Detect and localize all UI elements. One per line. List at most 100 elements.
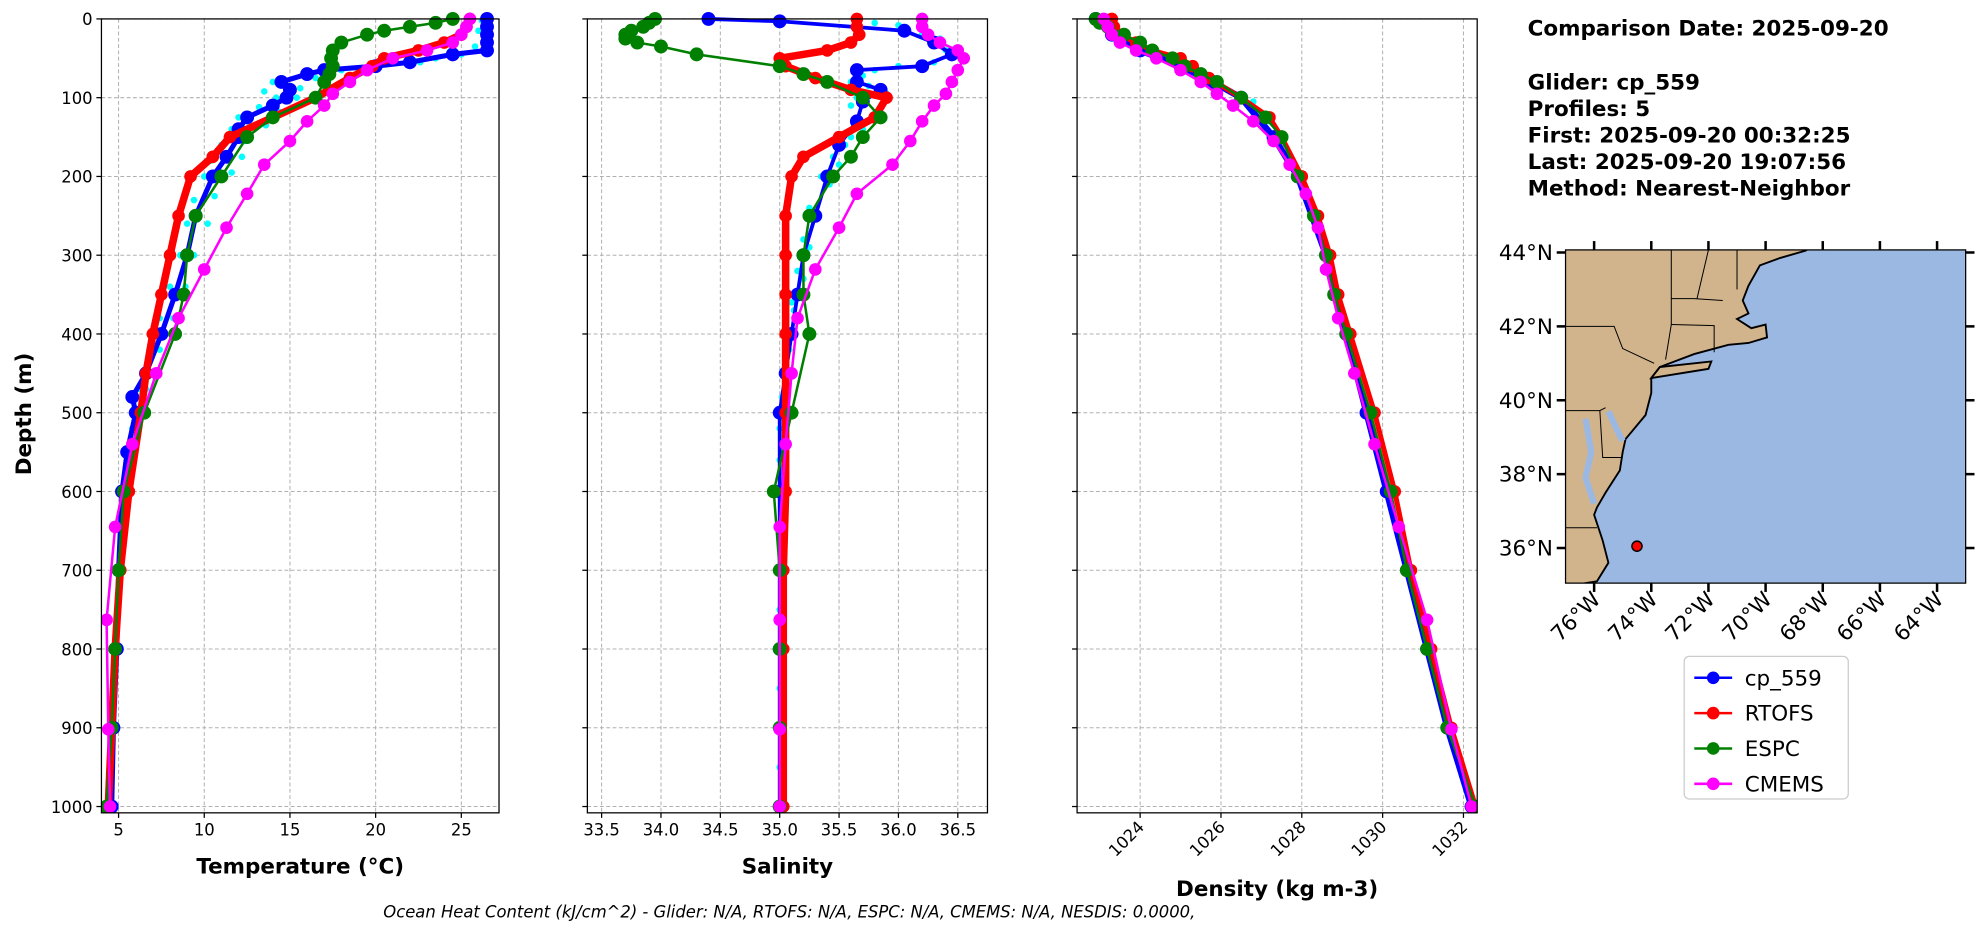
data-point [386, 52, 400, 65]
data-point [1319, 263, 1333, 276]
data-point [360, 63, 374, 77]
x-tick-label: 34.5 [702, 821, 739, 840]
data-point [155, 288, 168, 301]
data-point [903, 134, 917, 148]
legend-marker [1706, 777, 1720, 791]
data-point [1368, 437, 1381, 451]
data-point [455, 28, 468, 41]
data-point [849, 63, 864, 78]
legend-label: ESPC [1745, 737, 1800, 762]
x-tick-label: 36.0 [880, 821, 917, 840]
state-border [1671, 298, 1723, 302]
data-point [360, 27, 375, 42]
lat-tick-label: 42°N [1499, 315, 1553, 340]
data-point [957, 52, 971, 65]
legend-label: CMEMS [1745, 772, 1824, 797]
data-point [880, 91, 893, 105]
data-point [240, 130, 255, 145]
data-point [773, 800, 787, 813]
data-point [223, 130, 237, 144]
info-block: Comparison Date: 2025-09-20 Glider: cp_5… [1528, 16, 1889, 201]
data-point [317, 74, 332, 89]
data-point [785, 170, 798, 183]
data-point [190, 196, 198, 204]
data-point [108, 642, 123, 656]
y-tick-label: 900 [61, 719, 92, 738]
plot-area [101, 18, 500, 813]
data-point [172, 311, 185, 325]
x-tick-label: 36.5 [940, 821, 977, 840]
data-point [779, 209, 792, 223]
series-cmems [101, 12, 477, 813]
y-tick-label: 600 [61, 483, 92, 502]
land [1565, 249, 1809, 584]
data-point [265, 98, 280, 113]
data-point [791, 311, 804, 325]
data-point [847, 102, 855, 109]
series-cmems [1097, 12, 1478, 813]
data-point [915, 59, 930, 74]
data-point [428, 15, 443, 30]
data-point [240, 187, 254, 201]
series-group [1088, 11, 1478, 814]
data-point [377, 23, 392, 38]
data-point [260, 88, 268, 95]
data-point [788, 299, 795, 306]
data-point [927, 99, 941, 112]
last-time: Last: 2025-09-20 19:07:56 [1528, 150, 1846, 175]
data-point [802, 208, 817, 223]
data-point [279, 90, 294, 105]
ohc-caption: Ocean Heat Content (kJ/cm^2) - Glider: N… [383, 903, 1195, 922]
data-point [933, 36, 947, 49]
data-point [445, 47, 460, 62]
data-point [125, 437, 139, 451]
data-point [915, 115, 929, 128]
data-point [317, 99, 331, 112]
data-point [480, 43, 494, 58]
lon-tick-label: 72°W [1661, 587, 1721, 647]
x-tick-label: 20 [365, 821, 386, 840]
data-point [163, 248, 177, 262]
long-island [1649, 360, 1713, 380]
data-point [402, 55, 417, 70]
data-point [204, 220, 211, 227]
data-point [779, 288, 792, 301]
data-point [1234, 90, 1249, 105]
data-point [796, 248, 811, 263]
data-point [1420, 613, 1434, 627]
x-tick-label: 34.0 [643, 821, 680, 840]
data-point [471, 43, 479, 50]
data-point [766, 484, 781, 499]
data-point [172, 209, 185, 223]
plot-area [1077, 18, 1478, 813]
data-point [779, 248, 792, 262]
data-point [897, 23, 912, 38]
data-point [809, 263, 822, 276]
data-point [446, 36, 460, 49]
data-point [238, 153, 246, 161]
x-tick-label: 25 [451, 821, 472, 840]
x-tick-label: 1028 [1267, 817, 1310, 860]
data-point [779, 437, 792, 451]
data-point [183, 220, 191, 227]
lon-tick-label: 68°W [1775, 587, 1835, 647]
data-point [871, 19, 878, 27]
data-point [300, 67, 315, 82]
data-point [235, 114, 242, 121]
data-point [108, 520, 122, 534]
data-point [855, 130, 870, 145]
data-point [146, 327, 160, 341]
y-tick-label: 800 [61, 640, 92, 659]
y-tick-label: 700 [61, 562, 92, 581]
data-point [1210, 87, 1224, 101]
data-point [820, 74, 835, 89]
lon-tick-label: 74°W [1604, 587, 1664, 647]
comparison-date: Comparison Date: 2025-09-20 [1528, 16, 1889, 41]
y-tick-label: 1000 [51, 798, 93, 817]
data-point [103, 800, 117, 813]
data-point [296, 84, 304, 92]
data-point [1258, 110, 1273, 125]
series-group [618, 11, 971, 814]
state-border [1565, 325, 1655, 364]
